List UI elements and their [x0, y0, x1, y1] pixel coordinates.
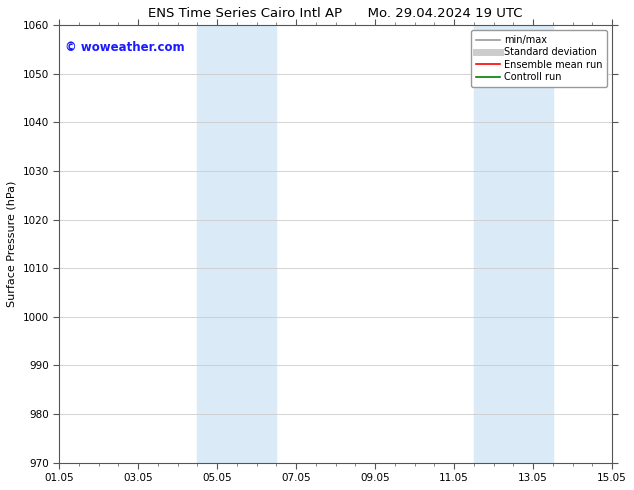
Bar — [197, 25, 276, 463]
Legend: min/max, Standard deviation, Ensemble mean run, Controll run: min/max, Standard deviation, Ensemble me… — [471, 30, 607, 87]
Text: © woweather.com: © woweather.com — [65, 41, 184, 53]
Title: ENS Time Series Cairo Intl AP      Mo. 29.04.2024 19 UTC: ENS Time Series Cairo Intl AP Mo. 29.04.… — [148, 7, 523, 20]
Y-axis label: Surface Pressure (hPa): Surface Pressure (hPa) — [7, 181, 17, 307]
Bar — [474, 25, 553, 463]
